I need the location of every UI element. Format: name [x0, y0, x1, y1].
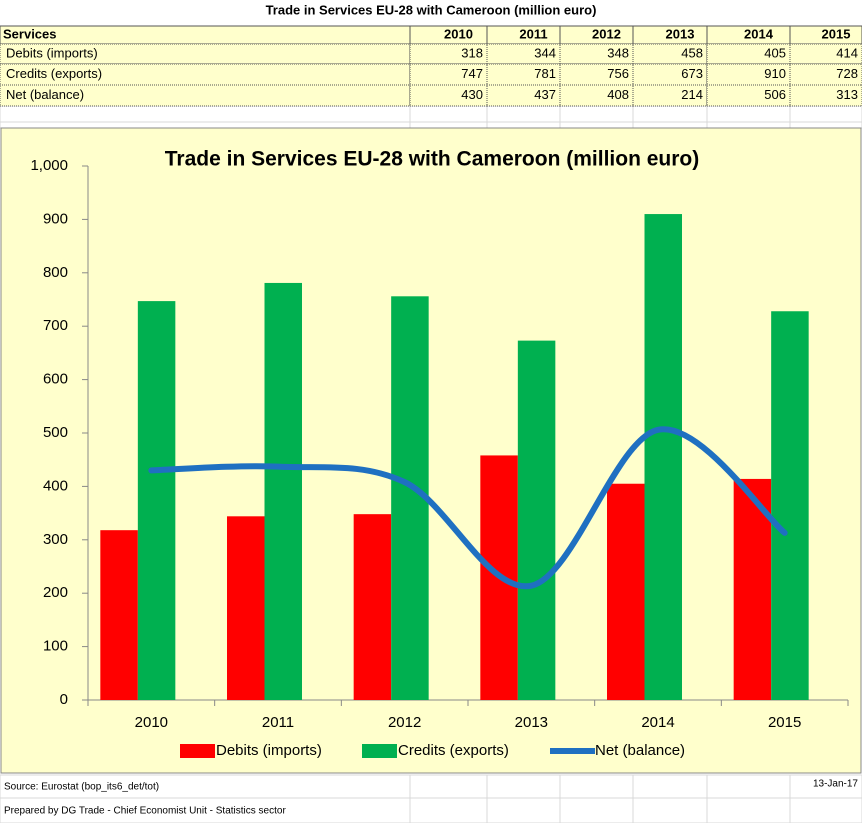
cell: [486, 774, 561, 799]
cell: [409, 797, 488, 823]
footer-source: Source: Eurostat (bop_its6_det/tot): [4, 782, 159, 793]
table-cell: 318: [461, 45, 483, 60]
table-header: 2012: [592, 26, 621, 41]
cell: [0, 105, 411, 123]
table-header: 2013: [666, 26, 695, 41]
cell: [632, 121, 708, 129]
table-cell: 506: [764, 87, 786, 102]
cell: [486, 121, 561, 129]
cell: [0, 25, 411, 45]
cell: [559, 84, 634, 107]
legend-label: Credits (exports): [398, 742, 509, 759]
y-tick-label: 400: [43, 477, 68, 494]
cell: [559, 797, 634, 823]
footer-prepared: Prepared by DG Trade - Chief Economist U…: [4, 806, 286, 817]
table-cell: 214: [681, 87, 703, 102]
cell: [409, 84, 488, 107]
table-cell: Credits (exports): [6, 66, 102, 81]
cell: [559, 105, 634, 123]
table-header: 2014: [744, 26, 774, 41]
legend-label: Debits (imports): [216, 742, 322, 759]
cell: [706, 84, 791, 107]
table-header: Services: [3, 26, 57, 41]
x-tick-label: 2012: [388, 714, 421, 731]
legend-swatch: [362, 744, 397, 758]
cell: [486, 84, 561, 107]
bar: [517, 340, 556, 700]
line: [148, 426, 788, 590]
table-cell: 910: [764, 66, 786, 81]
table-header: 2010: [444, 26, 473, 41]
cell: [0, 121, 411, 129]
cell: [559, 774, 634, 799]
cell: [409, 121, 488, 129]
table-cell: 728: [836, 66, 858, 81]
table-cell: 430: [461, 87, 483, 102]
cell: [409, 774, 488, 799]
table-cell: 781: [534, 66, 556, 81]
x-tick-label: 2010: [135, 714, 168, 731]
cell: [632, 105, 708, 123]
cell: [789, 105, 862, 123]
y-tick-label: 300: [43, 531, 68, 548]
bar: [353, 514, 392, 700]
y-tick-label: 1,000: [30, 157, 68, 174]
table-cell: 756: [607, 66, 629, 81]
legend-label: Net (balance): [595, 742, 685, 759]
cell: [706, 121, 791, 129]
table-cell: 673: [681, 66, 703, 81]
cell: [706, 774, 791, 799]
table-cell: Net (balance): [6, 87, 84, 102]
y-tick-label: 800: [43, 264, 68, 281]
chart-title: Trade in Services EU-28 with Cameroon (m…: [165, 148, 699, 171]
bar: [644, 214, 682, 700]
cell: [789, 121, 862, 129]
cell: [789, 797, 862, 823]
bar: [137, 301, 176, 700]
x-tick-label: 2014: [641, 714, 674, 731]
cell: [706, 797, 791, 823]
y-tick-label: 500: [43, 424, 68, 441]
x-tick-label: 2013: [515, 714, 548, 731]
table-header: 2011: [519, 26, 547, 41]
cell: [409, 105, 488, 123]
table-cell: 458: [681, 45, 703, 60]
x-tick-label: 2011: [262, 714, 294, 731]
y-tick-label: 0: [60, 691, 68, 708]
table-cell: 313: [836, 87, 858, 102]
y-tick-label: 100: [43, 638, 68, 655]
table-cell: 408: [607, 87, 629, 102]
cell: [559, 121, 634, 129]
bar: [771, 311, 809, 700]
y-tick-label: 700: [43, 317, 68, 334]
table-cell: 348: [607, 45, 629, 60]
cell: [789, 84, 862, 107]
cell: [706, 63, 791, 86]
cell: [632, 797, 708, 823]
legend-swatch: [180, 744, 215, 758]
cell: [706, 105, 791, 123]
table-cell: 437: [534, 87, 556, 102]
bar: [607, 483, 645, 700]
cell: [632, 774, 708, 799]
table-cell: Debits (imports): [6, 45, 98, 60]
y-tick-label: 200: [43, 584, 68, 601]
table-header: 2015: [822, 26, 851, 41]
table-cell: 405: [764, 45, 786, 60]
footer-date: 13-Jan-17: [813, 779, 858, 790]
bar: [264, 282, 302, 700]
table-title: Trade in Services EU-28 with Cameroon (m…: [266, 2, 597, 17]
bar: [227, 516, 265, 700]
y-tick-label: 900: [43, 210, 68, 227]
table-cell: 344: [534, 45, 556, 60]
x-tick-label: 2015: [768, 714, 801, 731]
cell: [486, 797, 561, 823]
bar: [100, 530, 138, 700]
y-tick-label: 600: [43, 371, 68, 388]
table-cell: 747: [461, 66, 483, 81]
cell: [486, 105, 561, 123]
table-cell: 414: [836, 45, 858, 60]
